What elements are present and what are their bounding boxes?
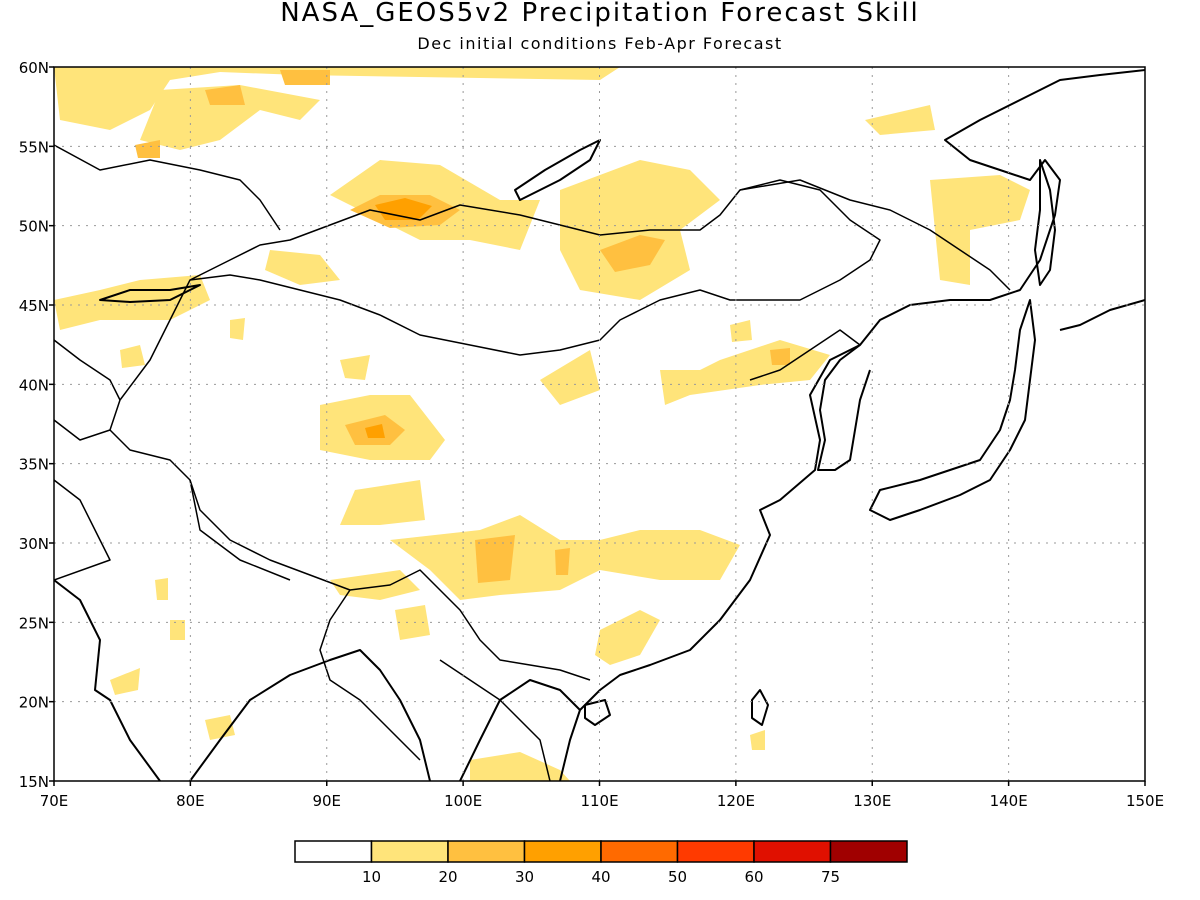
skill-region-india-1 xyxy=(110,668,140,695)
skill-region-indochina xyxy=(470,752,570,781)
border-russia-kazakh xyxy=(54,144,281,231)
coastline-indochina xyxy=(459,679,581,781)
border-china-west xyxy=(109,279,591,681)
coastline-hainan xyxy=(584,699,611,726)
skill-region-yangtze-core-2 xyxy=(555,548,570,575)
colorbar-label: 60 xyxy=(744,868,763,886)
colorbar-labels: 10 20 30 40 50 60 75 xyxy=(362,868,840,886)
tick-label-lat: 30N xyxy=(19,535,49,553)
skill-region-bay-of-bengal xyxy=(205,715,235,740)
coastline-bengal xyxy=(189,649,431,781)
coastline-taiwan xyxy=(751,689,769,726)
skill-region-south-china xyxy=(595,610,660,665)
coastline-korea xyxy=(817,344,871,471)
coastline-baikal xyxy=(514,139,601,201)
skill-region-baikal-core xyxy=(600,235,665,272)
skill-region-tibet-peak xyxy=(365,424,385,438)
tick-label-lat: 45N xyxy=(19,297,49,315)
skill-region-north-band xyxy=(140,85,320,150)
gridlines xyxy=(54,67,1145,781)
tick-label-lon: 120E xyxy=(717,792,755,810)
coastline-balkhash xyxy=(99,284,201,303)
skill-region-west xyxy=(120,345,145,368)
colorbar-swatch xyxy=(829,840,908,863)
tick-label-lon: 100E xyxy=(444,792,482,810)
colorbar-label: 30 xyxy=(515,868,534,886)
skill-region-india-3 xyxy=(155,578,168,600)
colorbar-swatch xyxy=(676,840,755,863)
tick-label-lat: 25N xyxy=(19,614,49,632)
skill-region-north-core-3 xyxy=(135,140,160,158)
borders xyxy=(54,144,1011,781)
skill-region-okhotsk xyxy=(865,105,935,135)
coastline-japan-honshu xyxy=(869,299,1036,521)
colorbar-swatch xyxy=(523,840,602,863)
colorbar-swatch xyxy=(447,840,526,863)
axis-tick-labels: 70E 80E 90E 100E 110E 120E 130E 140E 150E 60N 55N 5… xyxy=(19,59,1164,810)
skill-region-siberia-west xyxy=(54,67,620,130)
border-afghan xyxy=(54,419,111,441)
skill-region-taiwan xyxy=(750,730,765,750)
skill-region-myanmar xyxy=(395,605,430,640)
tick-label-lon: 140E xyxy=(990,792,1028,810)
coastline-east-asia xyxy=(559,69,1145,781)
border-central-asia xyxy=(54,339,121,401)
border-pakistan xyxy=(54,479,111,581)
skill-region-india-2 xyxy=(170,620,185,640)
skill-region-north-core-1 xyxy=(205,85,245,105)
colorbar-label: 40 xyxy=(591,868,610,886)
skill-region-tibet-east xyxy=(340,355,370,380)
skill-region-bohai xyxy=(660,340,830,405)
tick-label-lon: 70E xyxy=(40,792,69,810)
tick-label-lon: 90E xyxy=(312,792,341,810)
skill-region-west-2 xyxy=(230,318,245,340)
skill-region-kazakh-small xyxy=(265,250,340,285)
tick-label-lon: 150E xyxy=(1126,792,1164,810)
colorbar xyxy=(294,840,908,863)
colorbar-label: 75 xyxy=(821,868,840,886)
coastlines xyxy=(54,69,1145,781)
skill-region-north-core-2 xyxy=(280,70,330,85)
colorbar-swatch xyxy=(294,840,373,863)
skill-region-manchuria xyxy=(730,320,752,342)
colorbar-swatch xyxy=(753,840,832,863)
tick-label-lat: 40N xyxy=(19,376,49,394)
border-myanmar xyxy=(319,589,421,761)
skill-region-north-china xyxy=(540,350,600,405)
tick-label-lon: 80E xyxy=(176,792,205,810)
skill-region-qinghai xyxy=(340,480,425,525)
border-mongolia xyxy=(189,179,881,356)
skill-field xyxy=(54,67,1030,781)
colorbar-swatch xyxy=(600,840,679,863)
tick-label-lon: 110E xyxy=(580,792,618,810)
colorbar-swatch xyxy=(370,840,449,863)
skill-region-northeast xyxy=(930,175,1030,285)
coastline-india xyxy=(54,579,161,781)
tick-label-lon: 130E xyxy=(853,792,891,810)
skill-region-himalaya xyxy=(330,570,420,600)
skill-region-yangtze-core xyxy=(475,535,515,583)
map-title: NASA_GEOS5v2 Precipitation Forecast Skil… xyxy=(280,0,920,28)
colorbar-label: 20 xyxy=(438,868,457,886)
tick-label-lat: 20N xyxy=(19,694,49,712)
tick-label-lat: 15N xyxy=(19,773,49,791)
map-subtitle: Dec initial conditions Feb-Apr Forecast xyxy=(417,34,783,53)
border-amur xyxy=(739,179,1011,291)
tick-label-lat: 35N xyxy=(19,456,49,474)
colorbar-label: 50 xyxy=(668,868,687,886)
tick-label-lat: 55N xyxy=(19,138,49,156)
colorbar-label: 10 xyxy=(362,868,381,886)
border-india-nepal xyxy=(189,479,291,581)
tick-label-lat: 60N xyxy=(19,59,49,77)
border-china-korea xyxy=(749,329,861,381)
tick-label-lat: 50N xyxy=(19,218,49,236)
coastline-sakhalin xyxy=(1034,159,1056,286)
border-laos xyxy=(439,659,551,781)
skill-region-bohai-core xyxy=(770,348,790,365)
axis-ticks xyxy=(49,66,1146,786)
